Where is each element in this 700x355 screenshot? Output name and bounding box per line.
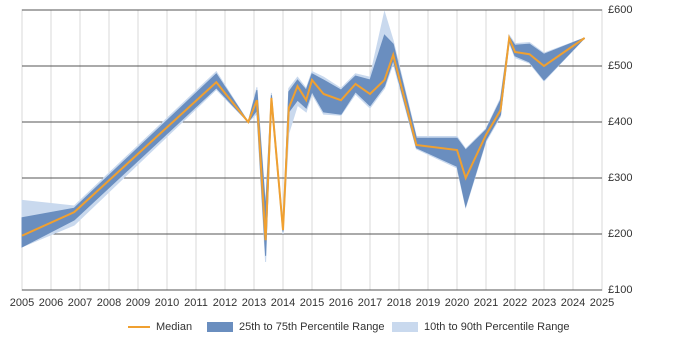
legend-label: 25th to 75th Percentile Range — [239, 321, 385, 333]
y-tick-label: £600 — [608, 4, 632, 16]
percentile-band — [21, 34, 585, 256]
legend-swatch — [207, 322, 233, 332]
x-tick-label: 2020 — [445, 297, 469, 309]
x-tick-label: 2006 — [39, 297, 63, 309]
x-tick-label: 2010 — [155, 297, 179, 309]
y-tick-label: £300 — [608, 172, 632, 184]
x-tick-label: 2025 — [590, 297, 614, 309]
x-tick-label: 2009 — [126, 297, 150, 309]
y-tick-label: £100 — [608, 284, 632, 296]
x-tick-label: 2008 — [97, 297, 121, 309]
x-tick-label: 2014 — [271, 297, 295, 309]
median-line — [21, 34, 586, 241]
legend-label: 10th to 90th Percentile Range — [424, 321, 570, 333]
x-tick-label: 2011 — [184, 297, 208, 309]
legend-label: Median — [156, 321, 192, 333]
x-tick-label: 2024 — [561, 297, 585, 309]
y-tick-label: £200 — [608, 228, 632, 240]
y-tick-label: £400 — [608, 116, 632, 128]
x-tick-label: 2019 — [416, 297, 440, 309]
x-tick-label: 2017 — [358, 297, 382, 309]
x-tick-label: 2005 — [10, 297, 34, 309]
legend-swatch — [392, 322, 418, 332]
x-tick-label: 2023 — [532, 297, 556, 309]
x-tick-label: 2022 — [503, 297, 527, 309]
x-tick-label: 2021 — [474, 297, 498, 309]
x-tick-label: 2015 — [300, 297, 324, 309]
x-tick-label: 2012 — [213, 297, 237, 309]
x-tick-label: 2013 — [242, 297, 266, 309]
y-tick-label: £500 — [608, 60, 632, 72]
x-tick-label: 2018 — [387, 297, 411, 309]
x-tick-label: 2016 — [329, 297, 353, 309]
x-tick-label: 2007 — [68, 297, 92, 309]
